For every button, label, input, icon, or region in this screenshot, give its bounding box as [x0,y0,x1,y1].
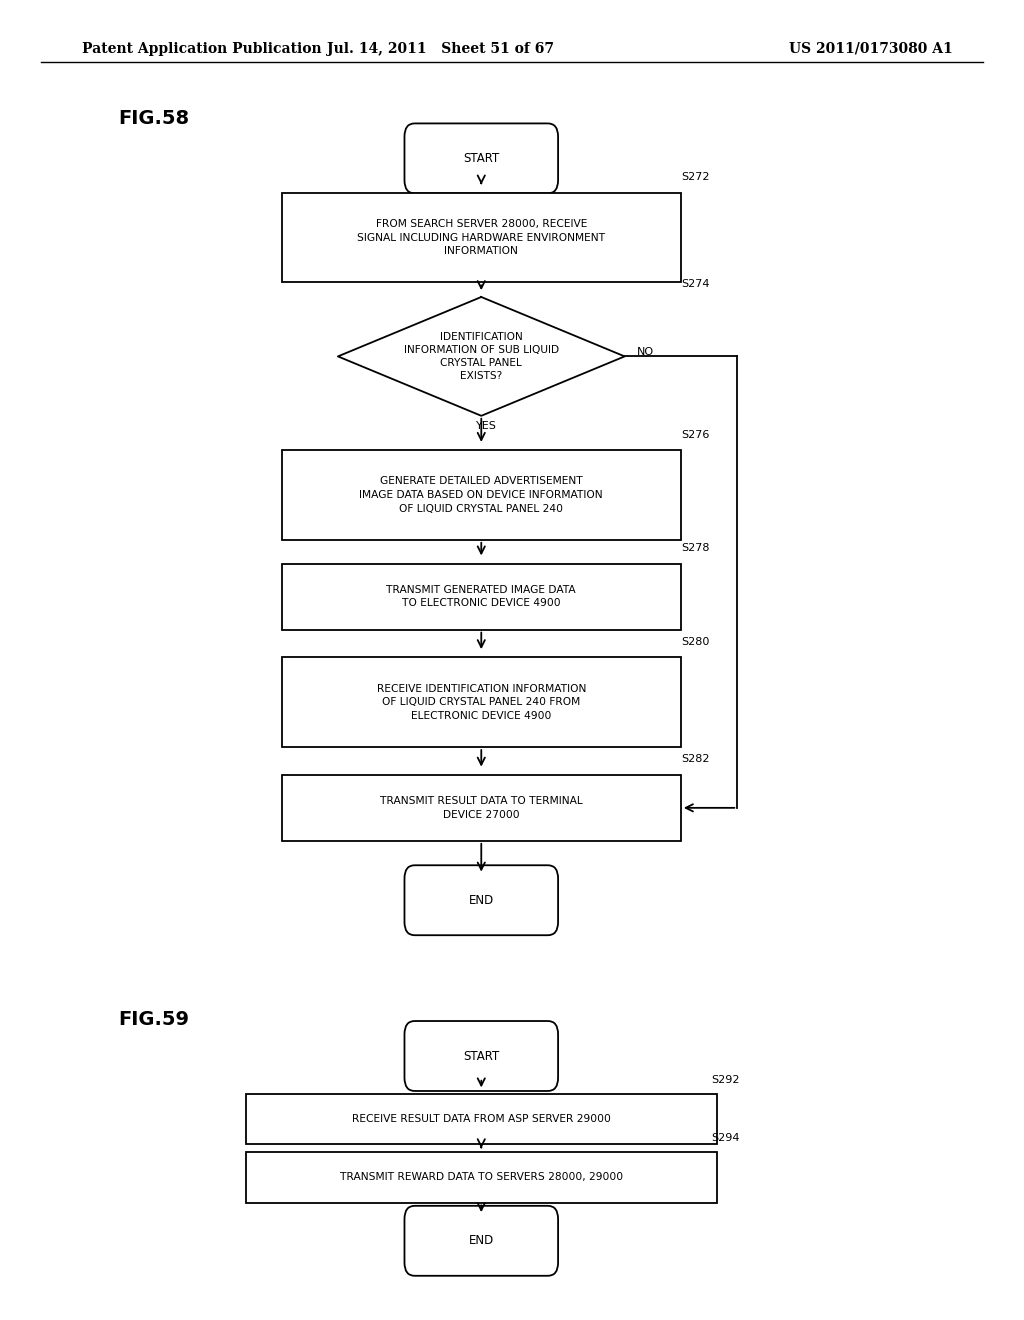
Text: US 2011/0173080 A1: US 2011/0173080 A1 [788,42,952,55]
Text: S282: S282 [681,754,710,764]
Text: FIG.58: FIG.58 [118,110,188,128]
Bar [246,1152,717,1203]
Text: Patent Application Publication: Patent Application Publication [82,42,322,55]
Text: TRANSMIT GENERATED IMAGE DATA
TO ELECTRONIC DEVICE 4900: TRANSMIT GENERATED IMAGE DATA TO ELECTRO… [386,585,577,609]
Text: S276: S276 [681,429,710,440]
Text: GENERATE DETAILED ADVERTISEMENT
IMAGE DATA BASED ON DEVICE INFORMATION
OF LIQUID: GENERATE DETAILED ADVERTISEMENT IMAGE DA… [359,477,603,513]
Bar [282,193,681,282]
Text: RECEIVE RESULT DATA FROM ASP SERVER 29000: RECEIVE RESULT DATA FROM ASP SERVER 2900… [352,1114,610,1125]
Text: S272: S272 [681,172,710,182]
Text: RECEIVE IDENTIFICATION INFORMATION
OF LIQUID CRYSTAL PANEL 240 FROM
ELECTRONIC D: RECEIVE IDENTIFICATION INFORMATION OF LI… [377,684,586,721]
Text: TRANSMIT REWARD DATA TO SERVERS 28000, 29000: TRANSMIT REWARD DATA TO SERVERS 28000, 2… [340,1172,623,1183]
FancyBboxPatch shape [404,123,558,193]
Text: S280: S280 [681,636,710,647]
FancyBboxPatch shape [404,866,558,935]
FancyBboxPatch shape [404,1022,558,1090]
Text: NO: NO [637,347,654,358]
Bar [282,657,681,747]
Text: S278: S278 [681,543,710,553]
Bar [246,1094,717,1144]
Text: END: END [469,894,494,907]
Text: YES: YES [476,421,497,432]
Bar [282,775,681,841]
Text: START: START [463,1049,500,1063]
Text: S292: S292 [712,1074,740,1085]
Bar [282,564,681,630]
Bar [282,450,681,540]
Text: FROM SEARCH SERVER 28000, RECEIVE
SIGNAL INCLUDING HARDWARE ENVIRONMENT
INFORMAT: FROM SEARCH SERVER 28000, RECEIVE SIGNAL… [357,219,605,256]
Text: Jul. 14, 2011   Sheet 51 of 67: Jul. 14, 2011 Sheet 51 of 67 [327,42,554,55]
Text: START: START [463,152,500,165]
Text: S294: S294 [712,1133,740,1143]
Text: IDENTIFICATION
INFORMATION OF SUB LIQUID
CRYSTAL PANEL
EXISTS?: IDENTIFICATION INFORMATION OF SUB LIQUID… [403,333,559,380]
Text: S274: S274 [681,279,710,289]
Polygon shape [338,297,625,416]
FancyBboxPatch shape [404,1206,558,1275]
Text: END: END [469,1234,494,1247]
Text: FIG.59: FIG.59 [118,1010,188,1028]
Text: TRANSMIT RESULT DATA TO TERMINAL
DEVICE 27000: TRANSMIT RESULT DATA TO TERMINAL DEVICE … [380,796,583,820]
